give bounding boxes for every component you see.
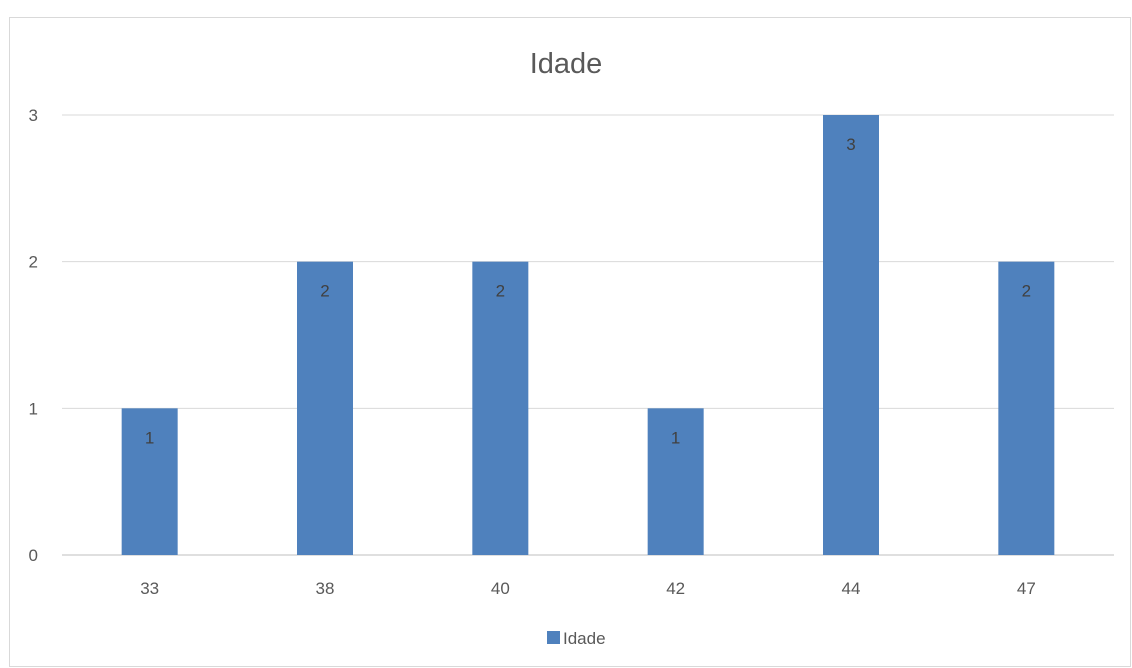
bars — [121, 115, 1055, 555]
data-label: 2 — [1022, 282, 1031, 301]
x-tick-label: 33 — [140, 579, 159, 598]
bar-33 — [121, 408, 178, 555]
x-tick-label: 44 — [842, 579, 861, 598]
data-labels: 1 2 2 1 3 2 — [145, 135, 1031, 447]
gridlines — [62, 114, 1114, 556]
data-label: 3 — [846, 135, 855, 154]
legend-label: Idade — [563, 629, 606, 648]
legend: Idade — [547, 629, 606, 648]
bar-40 — [472, 261, 529, 555]
data-label: 1 — [145, 428, 154, 447]
x-axis-ticks: 33 38 40 42 44 47 — [140, 579, 1036, 598]
legend-swatch — [547, 631, 560, 644]
x-tick-label: 42 — [666, 579, 685, 598]
bar-38 — [297, 261, 353, 555]
x-tick-label: 47 — [1017, 579, 1036, 598]
data-label: 2 — [320, 282, 329, 301]
y-tick-label: 1 — [29, 399, 38, 418]
x-tick-label: 38 — [316, 579, 335, 598]
bar-44 — [823, 115, 879, 555]
chart-frame — [9, 17, 1131, 667]
y-axis-ticks: 0 1 2 3 — [29, 106, 38, 565]
chart-title: Idade — [530, 48, 603, 80]
data-label: 1 — [671, 428, 680, 447]
y-tick-label: 3 — [29, 106, 38, 125]
y-tick-label: 2 — [29, 253, 38, 272]
data-label: 2 — [496, 282, 505, 301]
bar-47 — [998, 261, 1055, 555]
bar-42 — [647, 408, 704, 555]
x-tick-label: 40 — [491, 579, 510, 598]
y-tick-label: 0 — [29, 546, 38, 565]
